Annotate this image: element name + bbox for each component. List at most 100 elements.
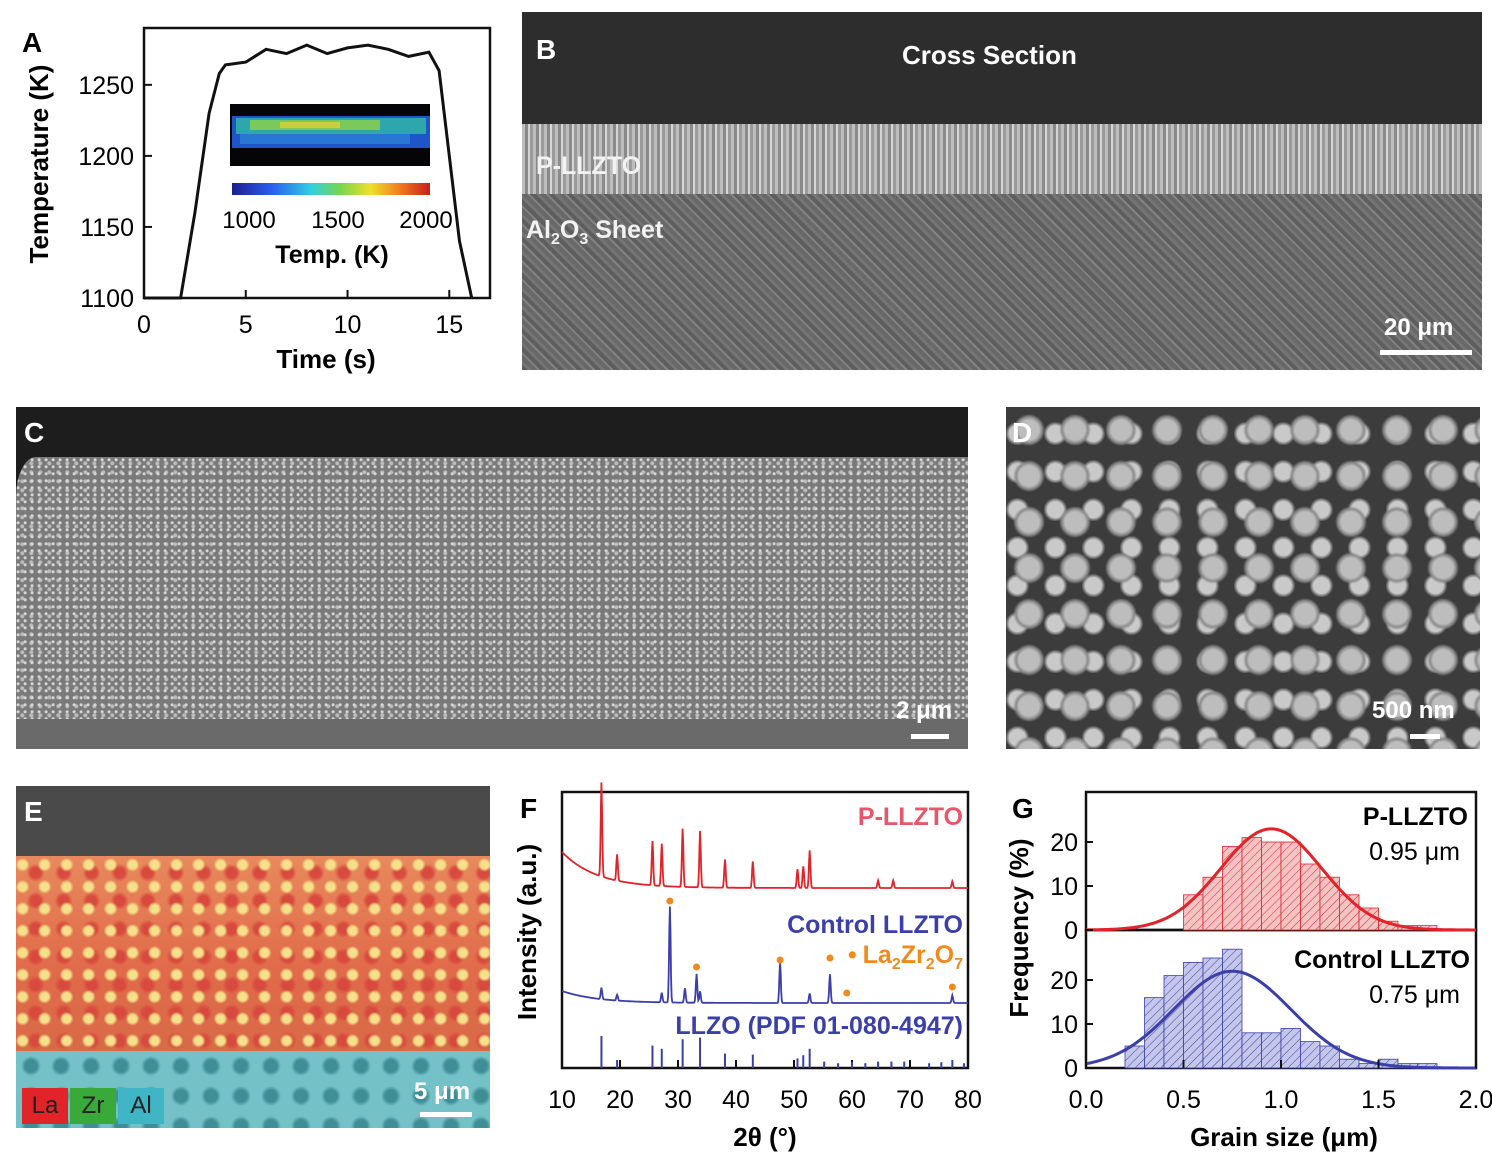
panel-a-letter: A [22, 27, 42, 58]
colorbar-tick-1500: 1500 [311, 207, 364, 234]
panel-e-scale-bar [420, 1112, 472, 1117]
f-xtick-label: 10 [548, 1086, 576, 1114]
la2zr2o7-peak-marker [776, 956, 784, 964]
histogram-bar [1319, 1045, 1340, 1069]
histogram-bar [1241, 837, 1262, 931]
panel-g-letter: G [1012, 793, 1034, 824]
panel-d-scale-bar [1410, 734, 1440, 739]
g-bottom-value: 0.75 μm [1369, 981, 1460, 1009]
panel-f-letter: F [520, 793, 537, 824]
panel-e-eds-map: E 5 μm La Zr Al [16, 786, 490, 1128]
g-ytick-label: 0 [1064, 917, 1078, 945]
legend-la: La [22, 1088, 68, 1124]
histogram-bar [1300, 863, 1321, 931]
g-top-value: 0.95 μm [1369, 838, 1460, 866]
panel-g-xticks: 0.0 0.5 1.0 1.5 2.0 [1069, 1060, 1492, 1114]
la2zr2o7-peak-marker [948, 983, 956, 991]
panel-b-scale-label: 20 μm [1384, 314, 1454, 341]
f-xtick-label: 20 [606, 1086, 634, 1114]
panel-e-scale-label: 5 μm [414, 1078, 471, 1105]
substrate-edge [16, 719, 968, 749]
a-xtick-label: 5 [239, 311, 253, 339]
histogram-bar [1280, 1027, 1301, 1069]
g-ytick-label: 20 [1050, 967, 1078, 995]
panel-b-scale-bar [1380, 350, 1472, 355]
panel-a-frame [142, 26, 492, 300]
panel-f-xlabel: 2θ (°) [733, 1122, 796, 1152]
f-xtick-label: 70 [896, 1086, 924, 1114]
panel-f-frame [560, 790, 970, 1070]
panel-f-ylabel: Intensity (a.u.) [512, 844, 542, 1020]
panel-e-letter: E [24, 796, 43, 827]
a-ytick-label: 1200 [78, 143, 134, 171]
la2zr2o7-peak-marker [843, 989, 851, 997]
control-llzto-gaussian-fit [1085, 969, 1476, 1070]
panel-g-ylabel: Frequency (%) [1004, 838, 1034, 1017]
g-xtick-label: 2.0 [1459, 1086, 1492, 1114]
g-ytick-label: 20 [1050, 829, 1078, 857]
panel-g-xlabel: Grain size (μm) [1190, 1122, 1378, 1152]
label-la2zr2o7: • La2Zr2O7 [848, 941, 963, 973]
f-xtick-label: 40 [722, 1086, 750, 1114]
panel-a-colorbar [232, 183, 430, 195]
p-llzto-label: P-LLZTO [536, 152, 642, 180]
g-ytick-label: 10 [1050, 873, 1078, 901]
f-xtick-label: 50 [780, 1086, 808, 1114]
a-ytick-label: 1250 [78, 72, 134, 100]
llzo-reference-sticks [600, 1036, 965, 1068]
p-llzto-gaussian-fit [1085, 827, 1476, 932]
panel-a-temperature-line [144, 43, 474, 300]
control-llzto-histogram [1124, 948, 1438, 1069]
panel-d-letter: D [1012, 417, 1033, 448]
panel-a-yticks: 1100 1150 1200 1250 [78, 72, 152, 313]
panel-d-sem-image: D 500 nm [1006, 407, 1480, 749]
g-ytick-label: 10 [1050, 1011, 1078, 1039]
panel-d-scale-label: 500 nm [1372, 697, 1455, 724]
panel-b-title: Cross Section [902, 40, 1077, 70]
a-xtick-label: 0 [137, 311, 151, 339]
panel-a-thermal-inset [230, 104, 430, 166]
panel-a-chart: A 1100 1150 1200 1250 0 5 10 15 Temperature (K… [22, 26, 492, 374]
control-llzto-xrd-pattern [561, 906, 968, 1004]
p-llzto-xrd-pattern [561, 782, 968, 889]
g-xtick-label: 0.5 [1166, 1086, 1201, 1114]
g-xtick-label: 1.5 [1361, 1086, 1396, 1114]
g-xtick-label: 0.0 [1069, 1086, 1104, 1114]
panel-f-xticks: 10 20 30 40 50 60 70 80 [548, 1060, 982, 1114]
histogram-bar [1222, 948, 1243, 1069]
histogram-bar [1163, 975, 1184, 1069]
panel-b-letter: B [536, 34, 557, 65]
histogram-bar [1280, 841, 1301, 931]
colorbar-tick-1000: 1000 [222, 207, 275, 234]
panel-f-chart: F 10 20 30 40 50 60 70 80 P-LLZTO Control LLZTO… [512, 782, 982, 1152]
a-xtick-label: 10 [334, 311, 362, 339]
panel-g-chart: G 0 10 20 0 10 20 0.0 0.5 1.0 1.5 2.0 P-LLZTO 0.9… [1004, 790, 1492, 1152]
g-xtick-label: 1.0 [1264, 1086, 1299, 1114]
panel-a-ylabel: Temperature (K) [24, 65, 54, 264]
panel-b-sem-image: B Cross Section P-LLZTO Al2O3 Sheet 20 μ… [522, 12, 1482, 370]
a-ytick-label: 1150 [80, 214, 134, 242]
colorbar-label: Temp. (K) [275, 241, 388, 269]
panel-c-scale-label: 2 μm [896, 697, 953, 724]
al2o3-sheet-layer [522, 194, 1482, 370]
p-llzto-layer [522, 124, 1482, 194]
f-xtick-label: 80 [954, 1086, 982, 1114]
histogram-bar [1300, 1041, 1321, 1069]
la2zr2o7-peak-marker [666, 897, 674, 905]
porous-llzto-region [16, 457, 968, 719]
label-p-llzto: P-LLZTO [858, 803, 963, 831]
la2zr2o7-peak-marker [693, 963, 701, 971]
panel-g-yticks: 0 10 20 0 10 20 [1050, 829, 1093, 1083]
al2o3-label: Al2O3 Sheet [526, 216, 664, 248]
panel-a-xlabel: Time (s) [276, 344, 375, 374]
legend-al: Al [118, 1088, 164, 1124]
panel-c-scale-bar [911, 734, 949, 739]
histogram-bar [1183, 961, 1204, 1069]
legend-zr: Zr [70, 1088, 116, 1124]
histogram-bar [1261, 1032, 1282, 1069]
a-xtick-label: 15 [435, 311, 463, 339]
histogram-bar [1261, 841, 1282, 931]
label-llzo-reference: LLZO (PDF 01-080-4947) [675, 1012, 963, 1040]
la2zr2o7-peak-markers [666, 897, 956, 997]
histogram-bar [1339, 1058, 1360, 1069]
